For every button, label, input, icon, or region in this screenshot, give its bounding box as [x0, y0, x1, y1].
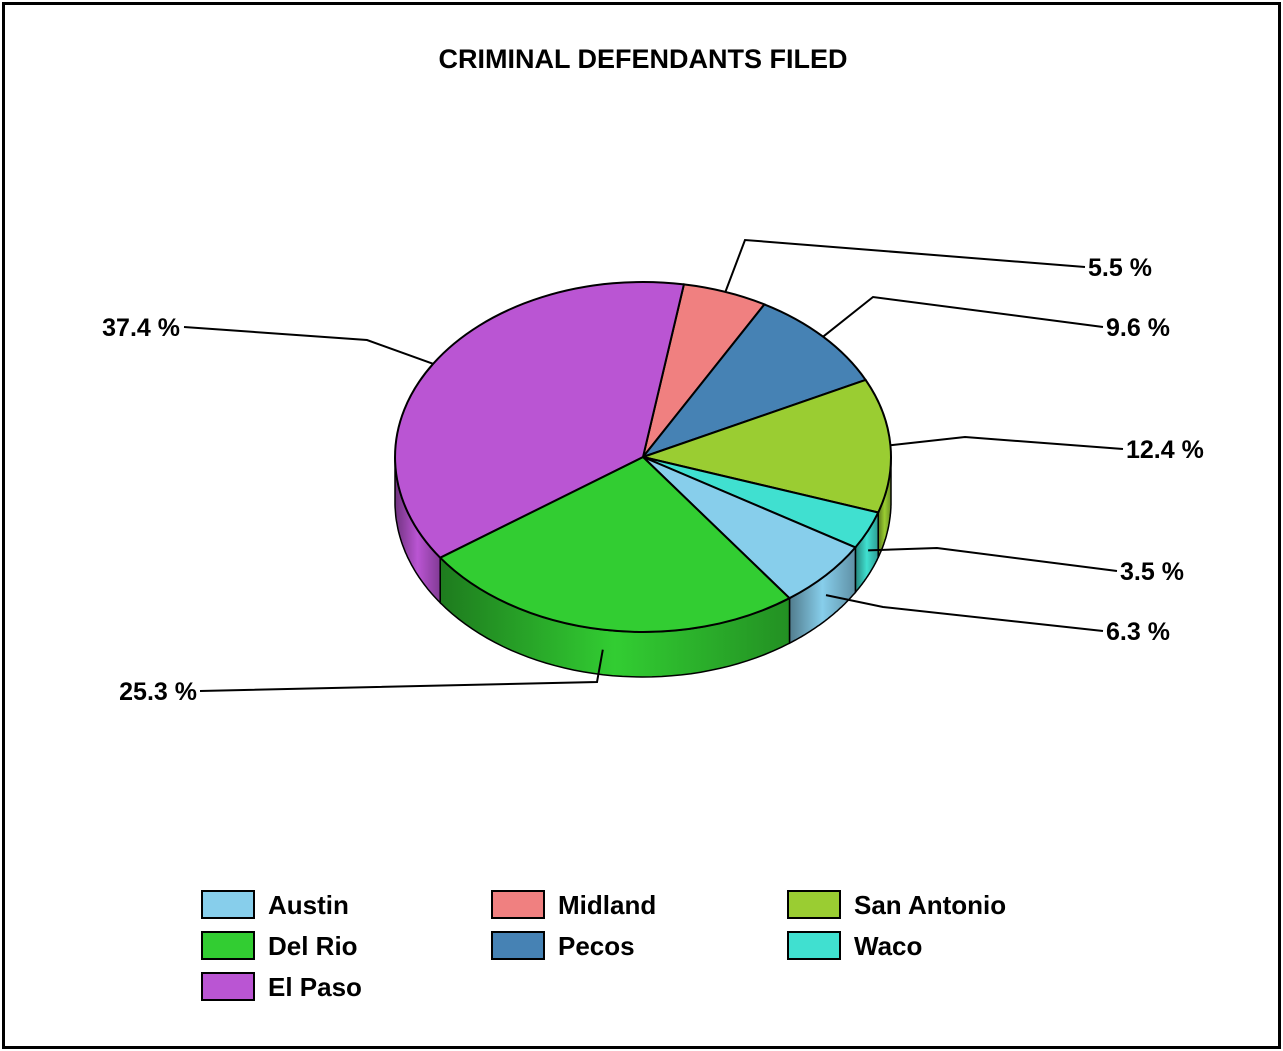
legend-label-san-antonio: San Antonio	[854, 890, 1006, 920]
pie-slice-el-paso	[394, 281, 686, 559]
legend-swatch-midland	[491, 890, 545, 919]
legend-swatch-el-paso	[201, 972, 255, 1001]
pie-slice-del-rio	[438, 455, 792, 633]
data-label-austin: 6.3 %	[1106, 618, 1170, 646]
label-layer: 5.5 % 9.6 % 12.4 % 3.5 % 6.3 % 25.3 % 37.4 %	[102, 238, 1204, 706]
chart-title: CRIMINAL DEFENDANTS FILED	[439, 44, 848, 74]
pie-layer	[394, 281, 892, 678]
data-label-midland: 5.5 %	[1088, 254, 1152, 282]
legend-label-pecos: Pecos	[558, 931, 635, 961]
data-label-pecos: 9.6 %	[1106, 314, 1170, 342]
legend-label-del-rio: Del Rio	[268, 931, 358, 961]
legend-label-midland: Midland	[558, 890, 656, 920]
data-label-del-rio: 25.3 %	[119, 678, 197, 706]
data-label-waco: 3.5 %	[1120, 558, 1184, 586]
leader-line-midland	[724, 238, 1086, 293]
legend-label-austin: Austin	[268, 890, 349, 920]
leader-line-el-paso	[183, 326, 434, 365]
legend-swatch-austin	[201, 890, 255, 919]
leader-line-austin	[825, 594, 1104, 632]
legend-label-waco: Waco	[854, 931, 922, 961]
legend-swatch-pecos	[491, 931, 545, 960]
legend-label-el-paso: El Paso	[268, 972, 362, 1002]
legend-swatch-del-rio	[201, 931, 255, 960]
data-label-san-antonio: 12.4 %	[1126, 436, 1204, 464]
leader-line-waco	[868, 546, 1118, 572]
pie-slice-san-antonio	[639, 378, 892, 514]
legend: Austin Midland San Antonio Del Rio Pecos Waco…	[201, 890, 1006, 1002]
leader-line-del-rio	[199, 649, 604, 692]
data-label-el-paso: 37.4 %	[102, 314, 180, 342]
leader-line-san-antonio	[890, 435, 1124, 450]
leader-line-pecos	[822, 295, 1104, 338]
legend-swatch-san-antonio	[787, 890, 841, 919]
legend-swatch-waco	[787, 931, 841, 960]
